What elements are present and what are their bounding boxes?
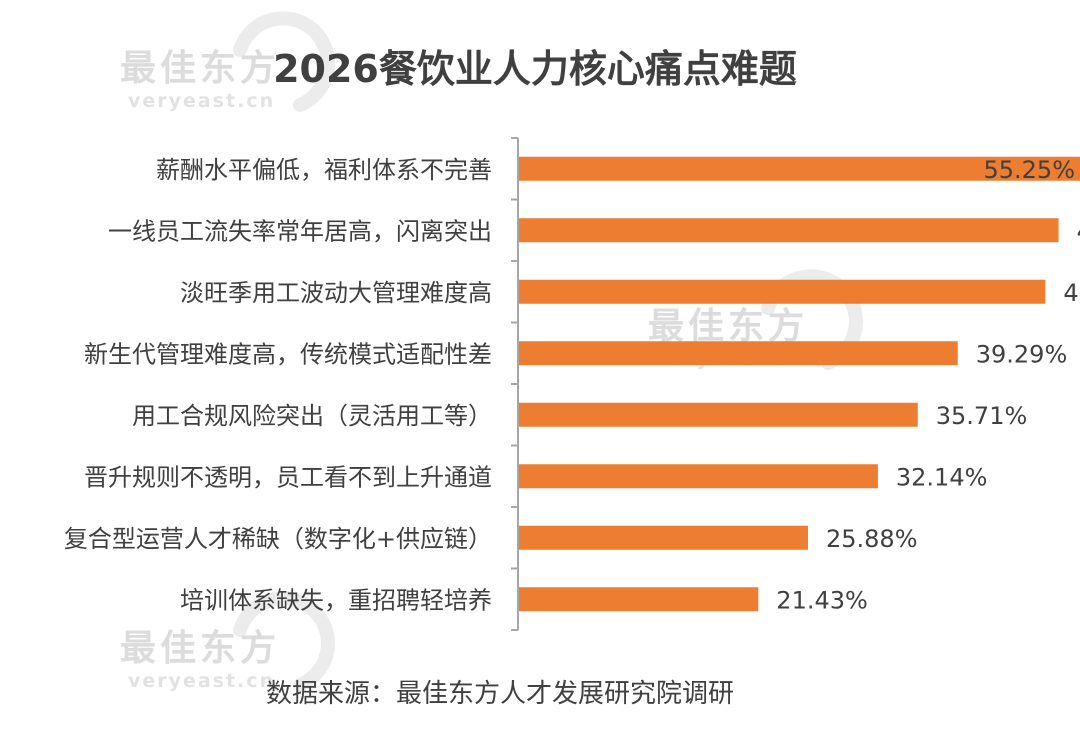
bar <box>519 464 878 489</box>
category-label: 晋升规则不透明，员工看不到上升通道 <box>84 463 492 491</box>
value-label: 48.32% <box>1077 217 1080 245</box>
watermark-brand: 最佳东方 <box>648 306 808 347</box>
watermark-site: veryeast.cn <box>128 90 275 112</box>
category-labels: 薪酬水平偏低，福利体系不完善一线员工流失率常年居高，闪离突出淡旺季用工波动大管理… <box>64 156 492 615</box>
value-label: 55.25% <box>983 156 1075 184</box>
watermark-brand: 最佳东方 <box>120 628 280 669</box>
value-label: 32.14% <box>896 463 988 491</box>
category-label: 用工合规风险突出（灵活用工等） <box>132 402 492 430</box>
value-labels: 55.25% 48.32% 47.14% 39.29% 35.71% 32.14% 25.8… <box>776 156 1080 615</box>
bar <box>519 279 1046 304</box>
bar <box>519 218 1059 243</box>
bar <box>519 525 808 550</box>
y-axis-ticks <box>511 137 518 631</box>
value-label: 25.88% <box>826 525 918 553</box>
value-label: 21.43% <box>776 586 868 614</box>
watermark-brand: 最佳东方 <box>120 48 280 89</box>
watermark-swoosh <box>233 591 335 692</box>
value-label: 47.14% <box>1063 279 1080 307</box>
value-label: 39.29% <box>976 340 1068 368</box>
bar <box>519 587 759 612</box>
bar <box>519 402 918 427</box>
watermark-swoosh <box>233 11 335 112</box>
value-label: 35.71% <box>936 402 1028 430</box>
category-label: 淡旺季用工波动大管理难度高 <box>180 279 492 307</box>
category-label: 一线员工流失率常年居高，闪离突出 <box>108 217 492 245</box>
bar <box>519 341 958 366</box>
category-label: 薪酬水平偏低，福利体系不完善 <box>156 156 492 184</box>
chart-title: 2026餐饮业人力核心痛点难题 <box>273 47 797 91</box>
category-label: 新生代管理难度高，传统模式适配性差 <box>84 340 492 368</box>
source-note: 数据来源：最佳东方人才发展研究院调研 <box>266 679 734 709</box>
watermark-site: veryeast.cn <box>128 670 275 692</box>
category-label: 培训体系缺失，重招聘轻培养 <box>180 586 492 614</box>
category-label: 复合型运营人才稀缺（数字化+供应链） <box>64 525 492 553</box>
bars <box>519 156 1080 612</box>
bar <box>519 156 1080 181</box>
